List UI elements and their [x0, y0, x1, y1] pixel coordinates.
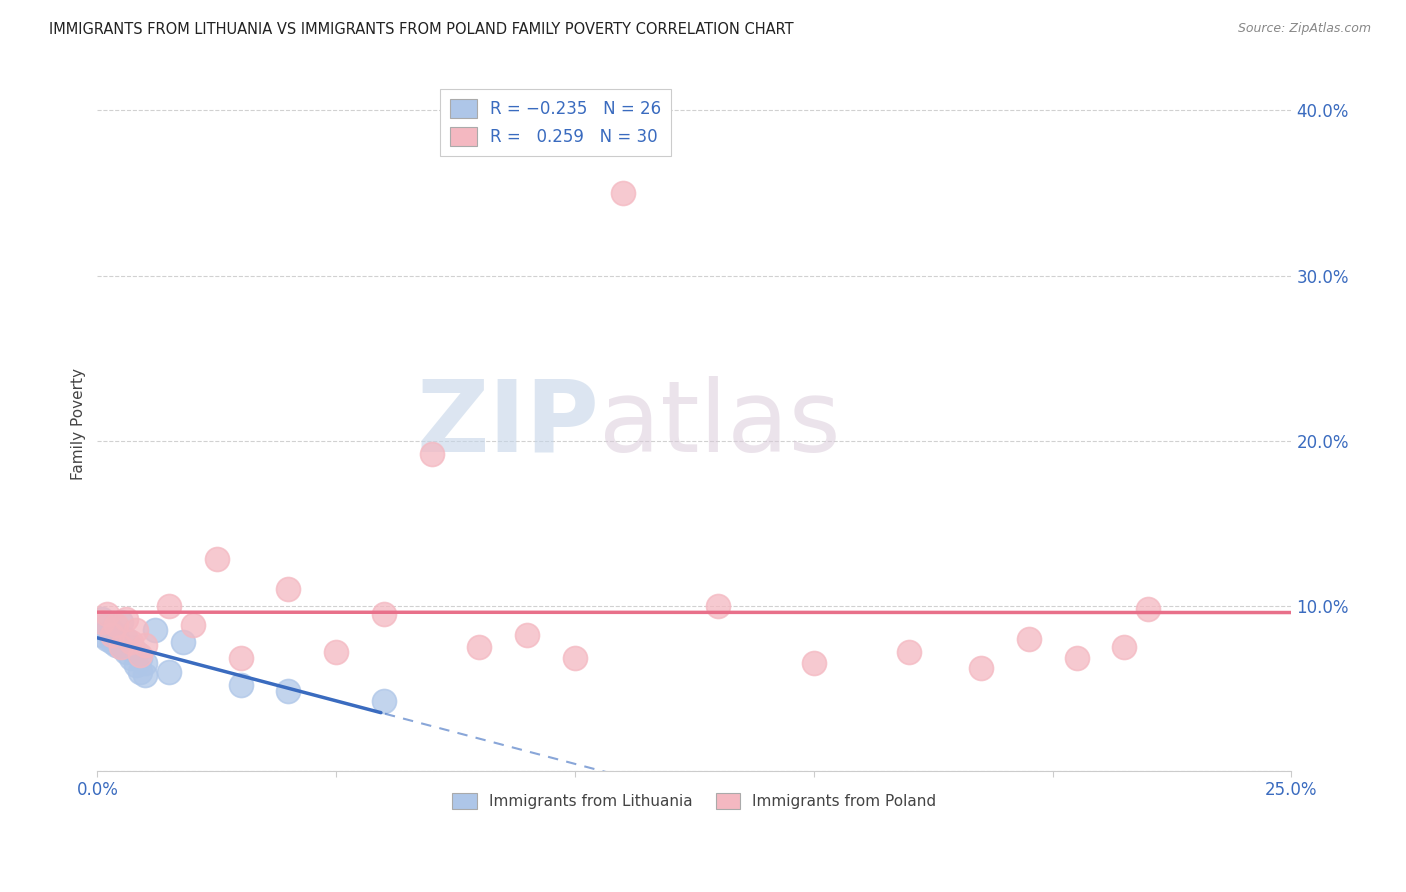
Point: [124, 624, 146, 638]
Point: [115, 632, 138, 646]
Point: [143, 624, 166, 638]
Point: [120, 651, 142, 665]
Point: [105, 638, 128, 652]
Point: [277, 582, 299, 596]
Point: [100, 624, 122, 638]
Point: [205, 552, 228, 566]
Point: [129, 665, 152, 679]
Point: [564, 651, 586, 665]
Point: [134, 638, 156, 652]
Point: [110, 640, 132, 654]
Point: [1018, 632, 1040, 646]
Point: [181, 618, 204, 632]
Point: [134, 657, 156, 671]
Point: [91, 628, 114, 642]
Point: [373, 607, 395, 621]
Point: [803, 657, 825, 671]
Text: atlas: atlas: [599, 376, 841, 473]
Point: [96, 632, 118, 646]
Point: [325, 645, 347, 659]
Point: [110, 615, 132, 629]
Point: [420, 447, 443, 461]
Point: [172, 635, 194, 649]
Y-axis label: Family Poverty: Family Poverty: [72, 368, 86, 480]
Point: [100, 628, 122, 642]
Legend: Immigrants from Lithuania, Immigrants from Poland: Immigrants from Lithuania, Immigrants fr…: [446, 787, 942, 815]
Point: [468, 640, 491, 654]
Text: Source: ZipAtlas.com: Source: ZipAtlas.com: [1237, 22, 1371, 36]
Point: [707, 599, 730, 613]
Point: [100, 635, 122, 649]
Point: [91, 612, 114, 626]
Point: [115, 645, 138, 659]
Point: [110, 640, 132, 654]
Point: [96, 607, 118, 621]
Point: [134, 668, 156, 682]
Point: [129, 648, 152, 662]
Point: [373, 694, 395, 708]
Text: ZIP: ZIP: [416, 376, 599, 473]
Point: [157, 599, 180, 613]
Point: [277, 684, 299, 698]
Point: [124, 658, 146, 673]
Point: [229, 678, 252, 692]
Point: [898, 645, 921, 659]
Point: [1137, 602, 1160, 616]
Point: [970, 661, 993, 675]
Point: [120, 635, 142, 649]
Text: IMMIGRANTS FROM LITHUANIA VS IMMIGRANTS FROM POLAND FAMILY POVERTY CORRELATION C: IMMIGRANTS FROM LITHUANIA VS IMMIGRANTS …: [49, 22, 794, 37]
Point: [1066, 651, 1088, 665]
Point: [96, 618, 118, 632]
Point: [612, 186, 634, 200]
Point: [91, 615, 114, 629]
Point: [229, 651, 252, 665]
Point: [120, 640, 142, 654]
Point: [157, 665, 180, 679]
Point: [115, 612, 138, 626]
Point: [105, 628, 128, 642]
Point: [105, 618, 128, 632]
Point: [1114, 640, 1136, 654]
Point: [124, 645, 146, 659]
Point: [129, 651, 152, 665]
Point: [516, 628, 538, 642]
